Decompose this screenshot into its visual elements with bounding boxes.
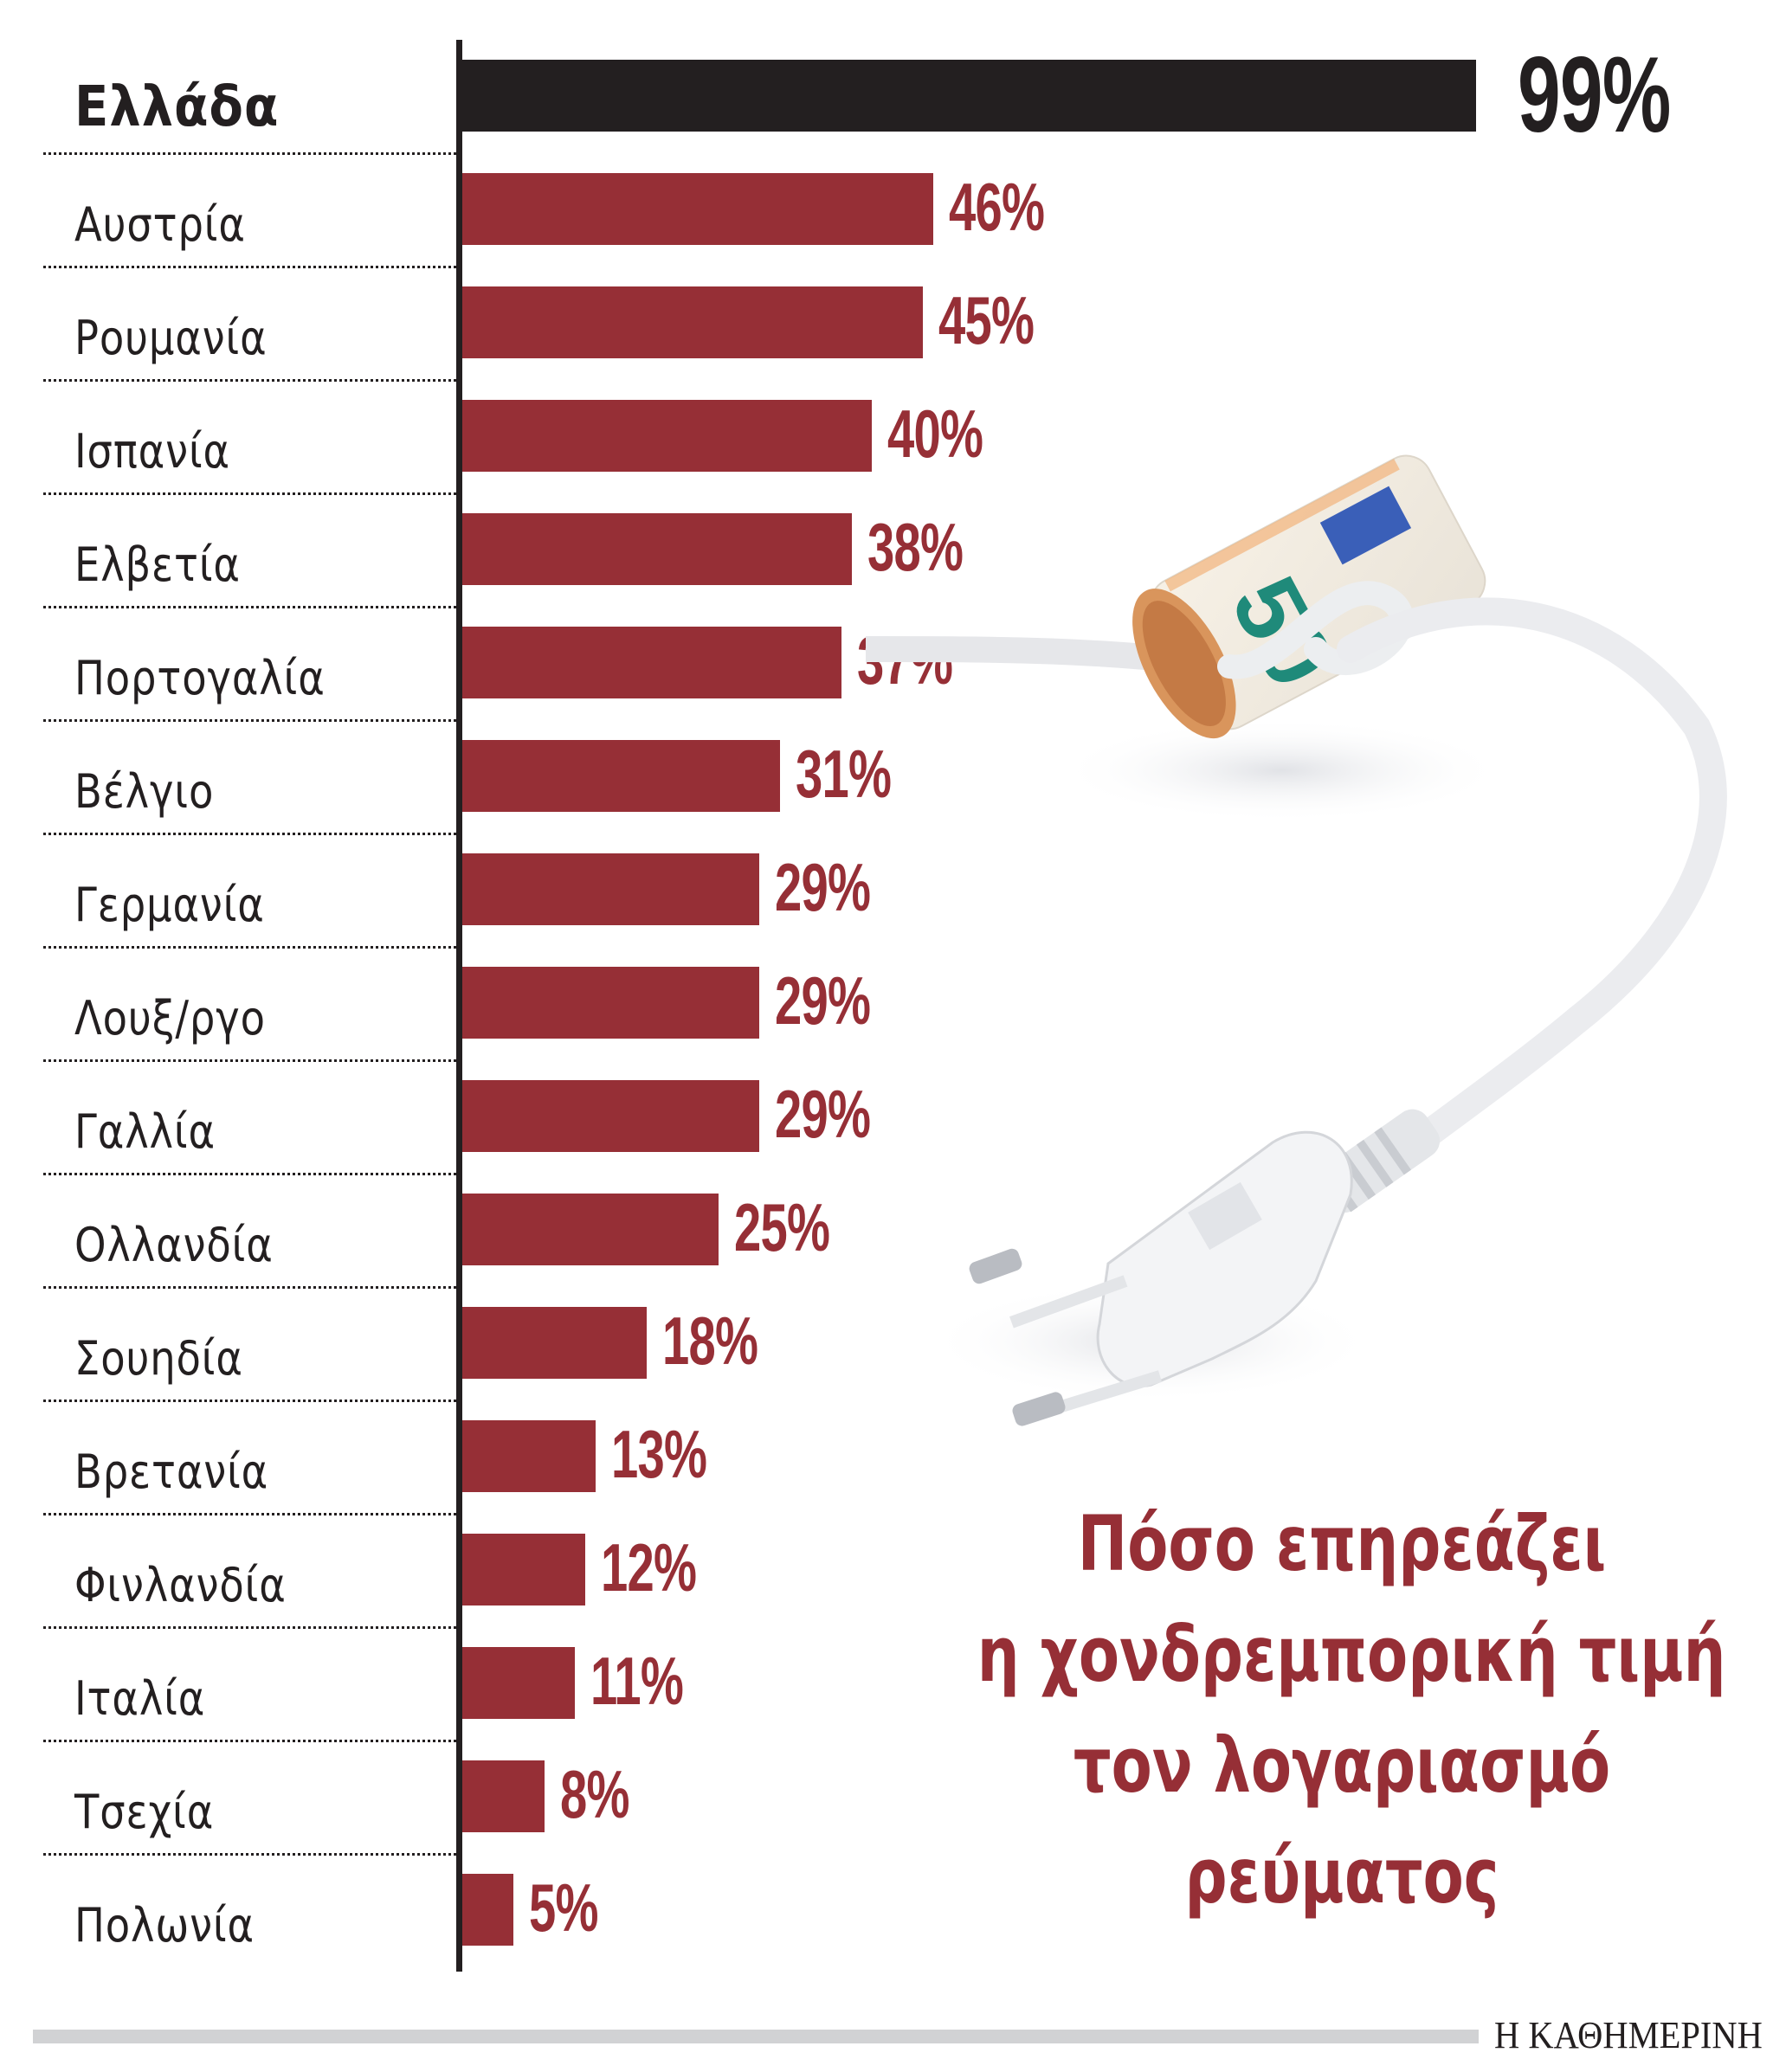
bar-row: Ελβετία 38% (0, 509, 1773, 627)
value-label: 25% (734, 1189, 830, 1265)
category-label: Βρετανία (74, 1445, 269, 1499)
row-separator (43, 1626, 456, 1629)
row-separator (43, 1853, 456, 1856)
row-separator (43, 1740, 456, 1742)
bar-row: Λουξ/ργο 29% (0, 962, 1773, 1080)
category-label: Γερμανία (74, 878, 265, 932)
bar (462, 1760, 545, 1832)
value-label: 40% (887, 396, 983, 472)
title-line: ρεύματος (1184, 1831, 1499, 1921)
title-line: η χονδρεμπορική τιμή (977, 1610, 1726, 1699)
value-label: 5% (529, 1869, 598, 1946)
chart-axis (456, 40, 462, 1972)
category-label: Τσεχία (74, 1785, 215, 1839)
bar-row: Ρουμανία 45% (0, 282, 1773, 400)
bar-row: Ελλάδα 99% (0, 35, 1773, 173)
category-label: Λουξ/ργο (74, 991, 266, 1046)
category-label: Ελβετία (74, 537, 241, 592)
value-label: 38% (867, 509, 964, 585)
plug-icon: 50 (853, 454, 1727, 1426)
category-label: Ιταλία (74, 1671, 206, 1726)
row-separator (43, 1059, 456, 1062)
bar (462, 1194, 719, 1265)
value-label: 45% (938, 282, 1035, 358)
category-label: Αυστρία (74, 197, 246, 252)
bar (462, 173, 933, 245)
category-label: Βέλγιο (74, 764, 215, 819)
row-separator (43, 1513, 456, 1515)
row-separator (43, 492, 456, 495)
bar (462, 1080, 759, 1152)
category-label: Ισπανία (74, 424, 230, 479)
bar (462, 1534, 585, 1605)
bar-row: Σουηδία 18% (0, 1303, 1773, 1420)
publisher-logo: Η ΚΑΘΗΜΕΡΙΝΗ (1494, 2014, 1763, 2056)
bar (462, 513, 852, 585)
bar-row: Ισπανία 40% (0, 396, 1773, 513)
bar (462, 1874, 513, 1946)
value-label: 13% (611, 1416, 707, 1492)
row-separator (43, 1286, 456, 1289)
row-separator (43, 379, 456, 382)
bar (462, 627, 841, 698)
bar-row: Τσεχία 8% (0, 1756, 1773, 1874)
row-separator (43, 152, 456, 155)
value-label: 29% (775, 849, 871, 925)
bar-row: Γαλλία 29% (0, 1076, 1773, 1194)
bar-row: Πολωνία 5% (0, 1869, 1773, 1987)
category-label: Γαλλία (74, 1104, 216, 1159)
category-label: Σουηδία (74, 1331, 243, 1386)
bar (462, 740, 780, 812)
bar-row: Αυστρία 46% (0, 169, 1773, 286)
value-label: 46% (949, 169, 1045, 245)
category-label: Πολωνία (74, 1898, 255, 1953)
row-separator (43, 719, 456, 722)
category-label: Ολλανδία (74, 1218, 274, 1272)
row-separator (43, 833, 456, 835)
value-label: 31% (796, 736, 892, 812)
bar-row: Ιταλία 11% (0, 1643, 1773, 1760)
bar (462, 967, 759, 1039)
value-label: 99% (1518, 35, 1671, 155)
plug-banknote-illustration: 50 (853, 364, 1773, 1445)
bar (462, 1307, 647, 1379)
bar (462, 853, 759, 925)
bar-row: Ολλανδία 25% (0, 1189, 1773, 1307)
bar-row: Βρετανία 13% (0, 1416, 1773, 1534)
category-label: Πορτογαλία (74, 651, 326, 705)
title-line: τον λογαριασμό (1073, 1721, 1611, 1810)
bar-row: Φινλανδία 12% (0, 1529, 1773, 1647)
value-label: 12% (601, 1529, 697, 1605)
row-separator (43, 266, 456, 268)
value-label: 29% (775, 1076, 871, 1152)
title-line: Πόσο επηρεάζει (1077, 1499, 1607, 1588)
row-separator (43, 1400, 456, 1402)
row-separator (43, 606, 456, 608)
bar (462, 60, 1476, 132)
bar-row: Γερμανία 29% (0, 849, 1773, 967)
bar (462, 286, 923, 358)
row-separator (43, 1173, 456, 1175)
category-label: Ρουμανία (74, 311, 268, 365)
value-label: 18% (662, 1303, 758, 1379)
value-label: 29% (775, 962, 871, 1039)
value-label: 8% (560, 1756, 629, 1832)
category-label: Ελλάδα (74, 75, 280, 139)
value-label: 11% (590, 1643, 684, 1719)
footer-rule (33, 2030, 1479, 2043)
bar (462, 1420, 596, 1492)
bar (462, 400, 872, 472)
bar-row: Πορτογαλία 37% (0, 622, 1773, 740)
row-separator (43, 946, 456, 949)
category-label: Φινλανδία (74, 1558, 287, 1612)
chart-title: Πόσο επηρεάζει η χονδρεμπορική τιμή τον … (874, 1489, 1773, 1932)
bar-row: Βέλγιο 31% (0, 736, 1773, 853)
bar (462, 1647, 575, 1719)
